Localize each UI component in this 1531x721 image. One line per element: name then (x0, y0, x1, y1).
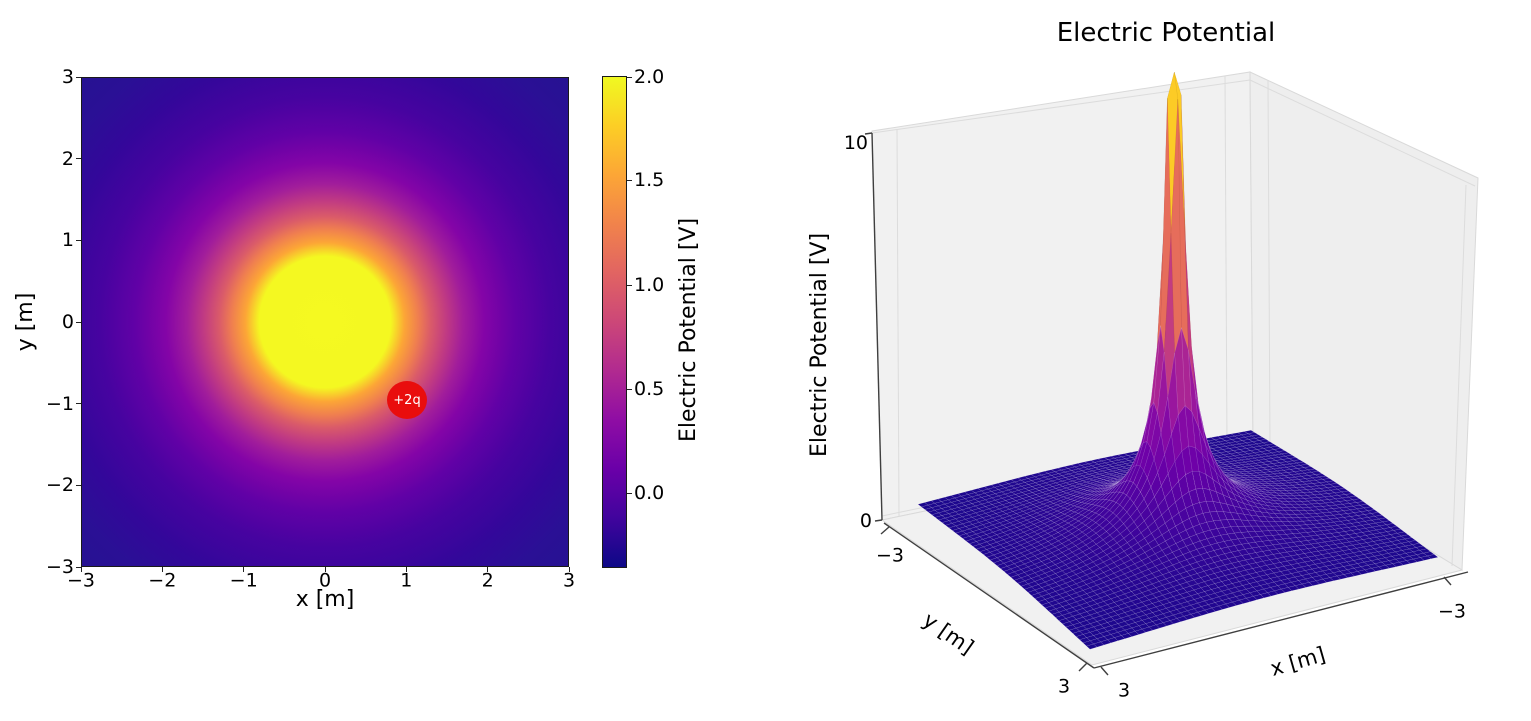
surface-z-tick: 0 (859, 510, 872, 532)
tick-mark (80, 567, 82, 572)
tick-mark (161, 567, 163, 572)
tick-mark (76, 566, 81, 568)
heatmap-x-tick: 0 (318, 569, 332, 592)
surface-y-tick: 3 (1057, 675, 1071, 698)
colorbar-tick: 2.0 (634, 66, 665, 88)
surface-y-tick: −3 (875, 544, 905, 567)
tick-mark (76, 239, 81, 241)
surface-x-tick: −3 (1437, 600, 1467, 623)
heatmap-x-tick: 1 (400, 569, 413, 592)
heatmap-x-tick: −1 (229, 569, 258, 592)
tick-mark (76, 76, 81, 78)
colorbar-tick: 0.5 (634, 378, 665, 400)
tick-mark (487, 567, 489, 572)
heatmap-y-tick: 0 (61, 311, 74, 333)
heatmap-x-tick: 3 (562, 569, 576, 592)
axis3d-spines (864, 132, 1469, 676)
tick-mark (76, 321, 81, 323)
heatmap-xlabel: x [m] (295, 587, 355, 612)
point-charge-marker: +2q (387, 381, 427, 419)
surface-z-tick: 10 (843, 132, 868, 154)
tick-mark (76, 484, 81, 486)
tick-mark (627, 76, 632, 78)
tick-mark (627, 179, 632, 181)
heatmap-y-tick: 1 (61, 229, 74, 252)
tick-mark (76, 158, 81, 160)
heatmap-y-tick: −1 (45, 392, 74, 415)
tick-mark (568, 567, 570, 572)
tick-mark (324, 567, 326, 572)
heatmap-y-tick: −2 (45, 474, 74, 497)
tick-mark (627, 388, 632, 390)
colorbar (602, 76, 627, 568)
heatmap-y-tick: −3 (45, 556, 74, 578)
tick-mark (405, 567, 407, 572)
potential-heatmap: +2q (81, 77, 569, 567)
tick-mark (76, 403, 81, 405)
heatmap-x-tick: −3 (66, 569, 96, 592)
tick-mark (627, 284, 632, 286)
surface-zlabel: Electric Potential [V] (807, 232, 832, 458)
tick-mark (627, 492, 632, 494)
heatmap-y-tick: 3 (61, 66, 74, 88)
heatmap-y-tick: 2 (61, 147, 74, 170)
heatmap-x-tick: −2 (148, 569, 177, 592)
colorbar-tick: 0.0 (634, 482, 665, 504)
surface-x-tick: 3 (1117, 679, 1131, 702)
point-charge-label: +2q (393, 392, 421, 408)
surface-title: Electric Potential (1056, 18, 1276, 48)
tick-mark (243, 567, 245, 572)
heatmap-x-tick: 2 (481, 569, 494, 592)
surface-mesh (917, 71, 1439, 650)
colorbar-tick: 1.5 (634, 169, 665, 191)
colorbar-tick: 1.0 (634, 274, 665, 296)
